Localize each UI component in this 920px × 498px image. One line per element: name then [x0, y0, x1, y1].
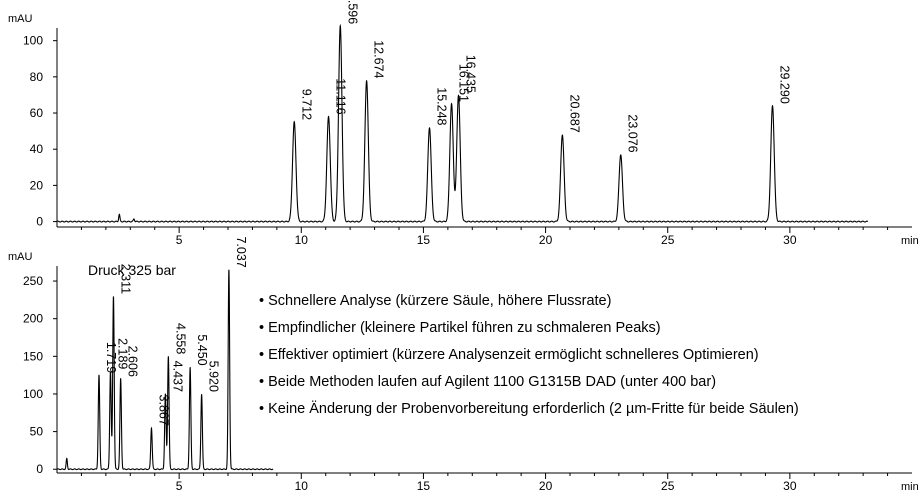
peak-label: 15.248 [434, 87, 448, 125]
peak-label-text: 2.311 [118, 264, 132, 294]
notes-list: • Schnellere Analyse (kürzere Säule, höh… [259, 293, 799, 417]
peak-label-text: 9.712 [299, 89, 313, 120]
x-tick-label: 5 [176, 479, 183, 493]
x-tick-label: 15 [417, 479, 431, 493]
note-item: • Empfindlicher (kleinere Partikel führe… [259, 320, 661, 336]
peak-label-text: 11.116 [334, 78, 348, 114]
peak-label: 11.116 [334, 78, 348, 114]
peak-label: 2.606 [126, 346, 140, 377]
y-tick-label: 0 [36, 462, 43, 476]
x-tick-label: 25 [661, 479, 675, 493]
peak-label: 2.189 [115, 338, 129, 369]
peak-label-text: 23.076 [626, 114, 640, 152]
note-item: • Keine Änderung der Probenvorbereitung … [259, 400, 799, 417]
y-tick-label: 20 [30, 178, 44, 192]
peak-label: 16.435 [463, 55, 477, 93]
y-tick-label: 200 [23, 312, 43, 326]
peak-label-text: 2.606 [126, 346, 140, 377]
peak-label-text: 7.037 [234, 236, 248, 267]
peak-label: 5.450 [195, 334, 209, 365]
x-tick-label: 30 [783, 479, 797, 493]
peak-label: 29.290 [778, 66, 792, 104]
y-tick-label: 150 [23, 349, 43, 363]
peak-label-text: 4.437 [170, 361, 184, 392]
peak-label: 16.151 [457, 64, 471, 102]
x-tick-label: 25 [661, 233, 675, 247]
bottom-trace-line [57, 269, 274, 471]
y-tick-label: 60 [30, 106, 44, 120]
y-tick-label: 50 [30, 425, 44, 439]
peak-label: 2.311 [118, 264, 132, 294]
y-tick-label: 80 [30, 70, 44, 84]
pressure-annotation: Druck 325 bar [88, 262, 176, 278]
peak-label-text: 12.674 [372, 40, 386, 78]
peak-label: 12.674 [372, 40, 386, 78]
peak-label-text: 29.290 [778, 66, 792, 104]
y-tick-label: 100 [23, 34, 43, 48]
top-peak-labels: 9.712 11.116 11.596 12.674 15.248 16.15116.43… [299, 0, 791, 153]
chromatogram-bottom: mAU min 0 50 100 150 200 250 5 10 15 20 25 30 1.719… [8, 236, 919, 493]
x-tick-label: 10 [295, 233, 309, 247]
peak-label-text: 11.596 [345, 0, 359, 24]
peak-label: 20.687 [567, 95, 581, 133]
x-tick-label: 5 [176, 233, 183, 247]
y-tick-label: 40 [30, 142, 44, 156]
peak-label-text: 20.687 [567, 95, 581, 133]
x-tick-label: 10 [295, 479, 309, 493]
peak-label: 11.596 [345, 0, 359, 24]
peak-label: 4.558 [173, 323, 187, 354]
x-tick-label: 15 [417, 233, 431, 247]
y-tick-label: 100 [23, 387, 43, 401]
bottom-y-axis-unit: mAU [8, 251, 33, 263]
x-tick-label: 30 [783, 233, 797, 247]
peak-label: 3.867 [156, 395, 170, 426]
top-trace-line [57, 23, 869, 223]
peak-label: 1.719 [104, 342, 118, 373]
top-ticks: 0 20 40 60 80 100 5 10 15 20 25 30 [23, 34, 889, 247]
top-x-axis-unit: min [901, 235, 919, 247]
peak-label-text: 5.450 [195, 334, 209, 365]
note-item: • Beide Methoden laufen auf Agilent 1100… [259, 374, 716, 390]
peak-label: 7.037 [234, 236, 248, 267]
peak-label-text: 2.189 [115, 338, 129, 369]
peak-label-text: 15.248 [434, 87, 448, 125]
peak-label-text: 1.719 [104, 342, 118, 373]
y-tick-label: 250 [23, 274, 43, 288]
peak-label-text: 4.558 [173, 323, 187, 354]
bottom-ticks: 0 50 100 150 200 250 5 10 15 20 25 30 [23, 274, 889, 493]
peak-label-text: 16.151 [457, 64, 471, 102]
note-item: • Effektiver optimiert (kürzere Analysen… [259, 347, 759, 363]
peak-label-text: 3.867 [156, 395, 170, 426]
note-item: • Schnellere Analyse (kürzere Säule, höh… [259, 293, 611, 309]
peak-label: 9.712 [299, 89, 313, 120]
peak-label-text: 5.920 [207, 361, 221, 392]
x-tick-label: 20 [539, 479, 553, 493]
peak-label: 4.437 [170, 361, 184, 392]
bottom-x-axis-unit: min [901, 481, 919, 493]
top-y-axis-unit: mAU [8, 13, 33, 25]
peak-label: 5.920 [207, 361, 221, 392]
peak-label-text: 16.435 [463, 55, 477, 93]
chromatogram-top: mAU min 0 20 40 60 80 100 5 10 15 20 25 30 9.712 11.… [8, 0, 919, 247]
y-tick-label: 0 [36, 215, 43, 229]
x-tick-label: 20 [539, 233, 553, 247]
peak-label: 23.076 [626, 114, 640, 152]
